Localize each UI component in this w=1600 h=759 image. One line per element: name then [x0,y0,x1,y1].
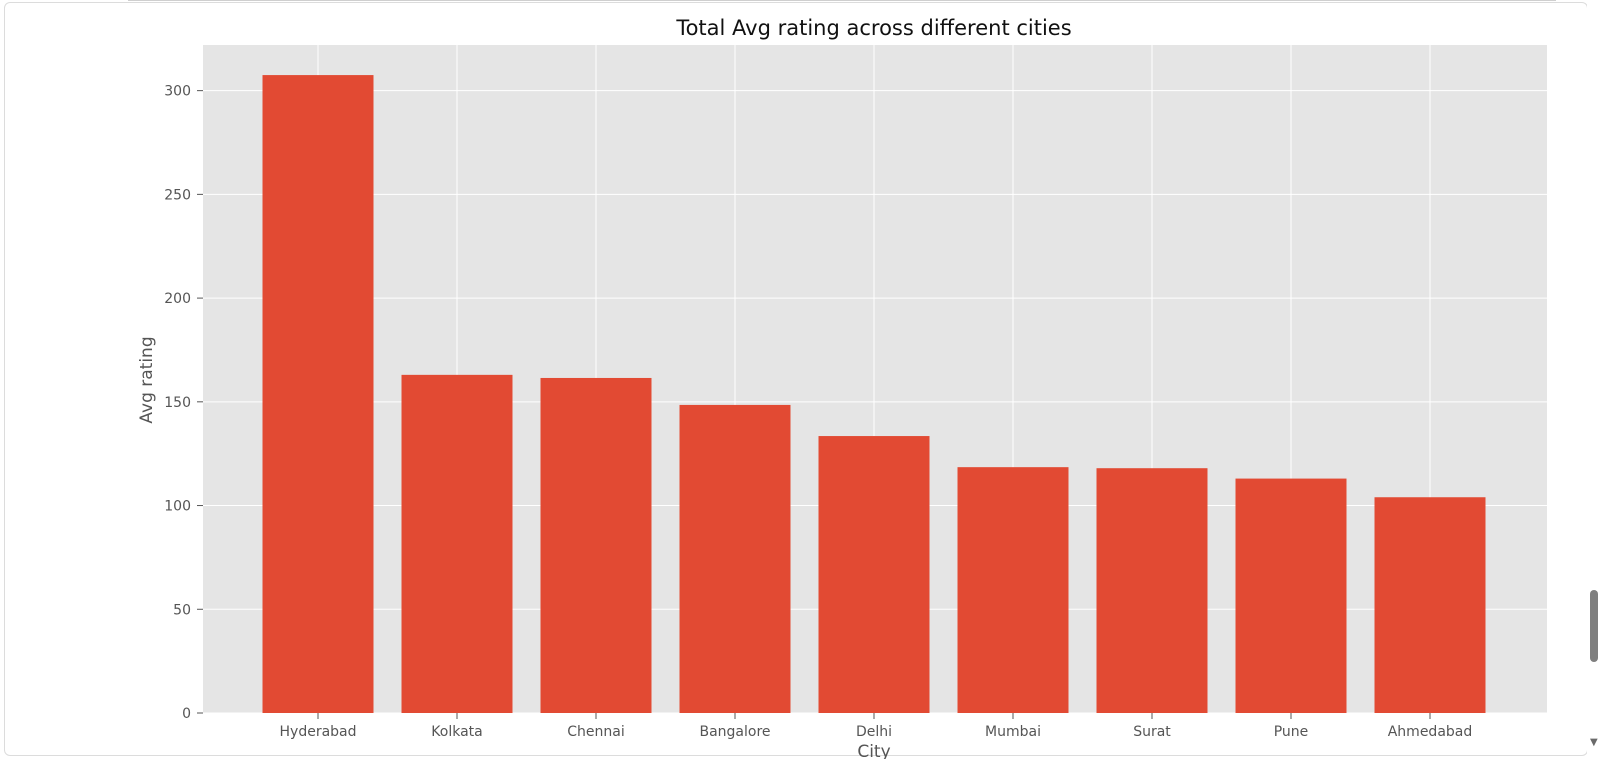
x-tick-label: Ahmedabad [1388,724,1473,740]
x-tick-label: Kolkata [431,724,482,740]
cell-divider [128,0,1556,1]
y-tick-label: 100 [164,499,191,515]
y-tick-label: 300 [164,84,191,100]
x-tick-label: Surat [1133,724,1171,740]
bar-delhi [818,436,930,713]
x-tick-label: Pune [1274,724,1309,740]
bar-surat [1096,468,1208,713]
y-tick-label: 200 [164,291,191,307]
y-tick-label: 0 [182,706,191,722]
x-tick-label: Mumbai [985,724,1041,740]
x-tick-label: Hyderabad [280,724,357,740]
bar-bangalore [679,404,791,713]
scroll-down-arrow-icon[interactable]: ▼ [1590,737,1598,748]
bar-pune [1235,478,1347,713]
y-tick-label: 150 [164,395,191,411]
bar-hyderabad [262,75,374,713]
bar-kolkata [401,374,513,713]
y-tick-label: 250 [164,187,191,203]
y-axis-label: Avg rating [137,336,157,423]
x-tick-label: Chennai [567,724,624,740]
bar-mumbai [957,467,1069,713]
chart-title: Total Avg rating across different cities [675,16,1071,40]
y-tick-label: 50 [173,602,191,618]
plot-area: 0 50 100 150 200 250 300 Hyderabad Kolkata Chenna… [164,45,1547,740]
vertical-scrollbar[interactable] [1587,0,1600,759]
bar-chennai [540,377,652,713]
x-tick-label: Bangalore [699,724,770,740]
x-axis-label: City [857,742,890,759]
bar-ahmedabad [1374,497,1486,713]
x-tick-label: Delhi [856,724,892,740]
scrollbar-thumb[interactable] [1590,590,1598,662]
